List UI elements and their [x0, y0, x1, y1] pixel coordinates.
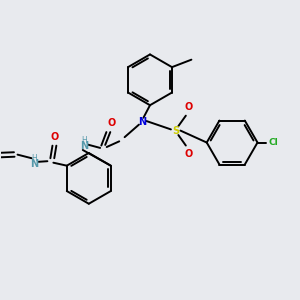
Text: H: H [31, 154, 37, 163]
Text: H: H [81, 136, 87, 145]
Text: O: O [185, 102, 193, 112]
Text: S: S [172, 126, 179, 136]
Text: Cl: Cl [268, 138, 278, 147]
Text: N: N [139, 117, 147, 127]
Text: O: O [185, 149, 193, 159]
Text: O: O [107, 118, 115, 128]
Text: N: N [30, 159, 38, 169]
Text: O: O [50, 132, 58, 142]
Text: N: N [80, 141, 88, 151]
